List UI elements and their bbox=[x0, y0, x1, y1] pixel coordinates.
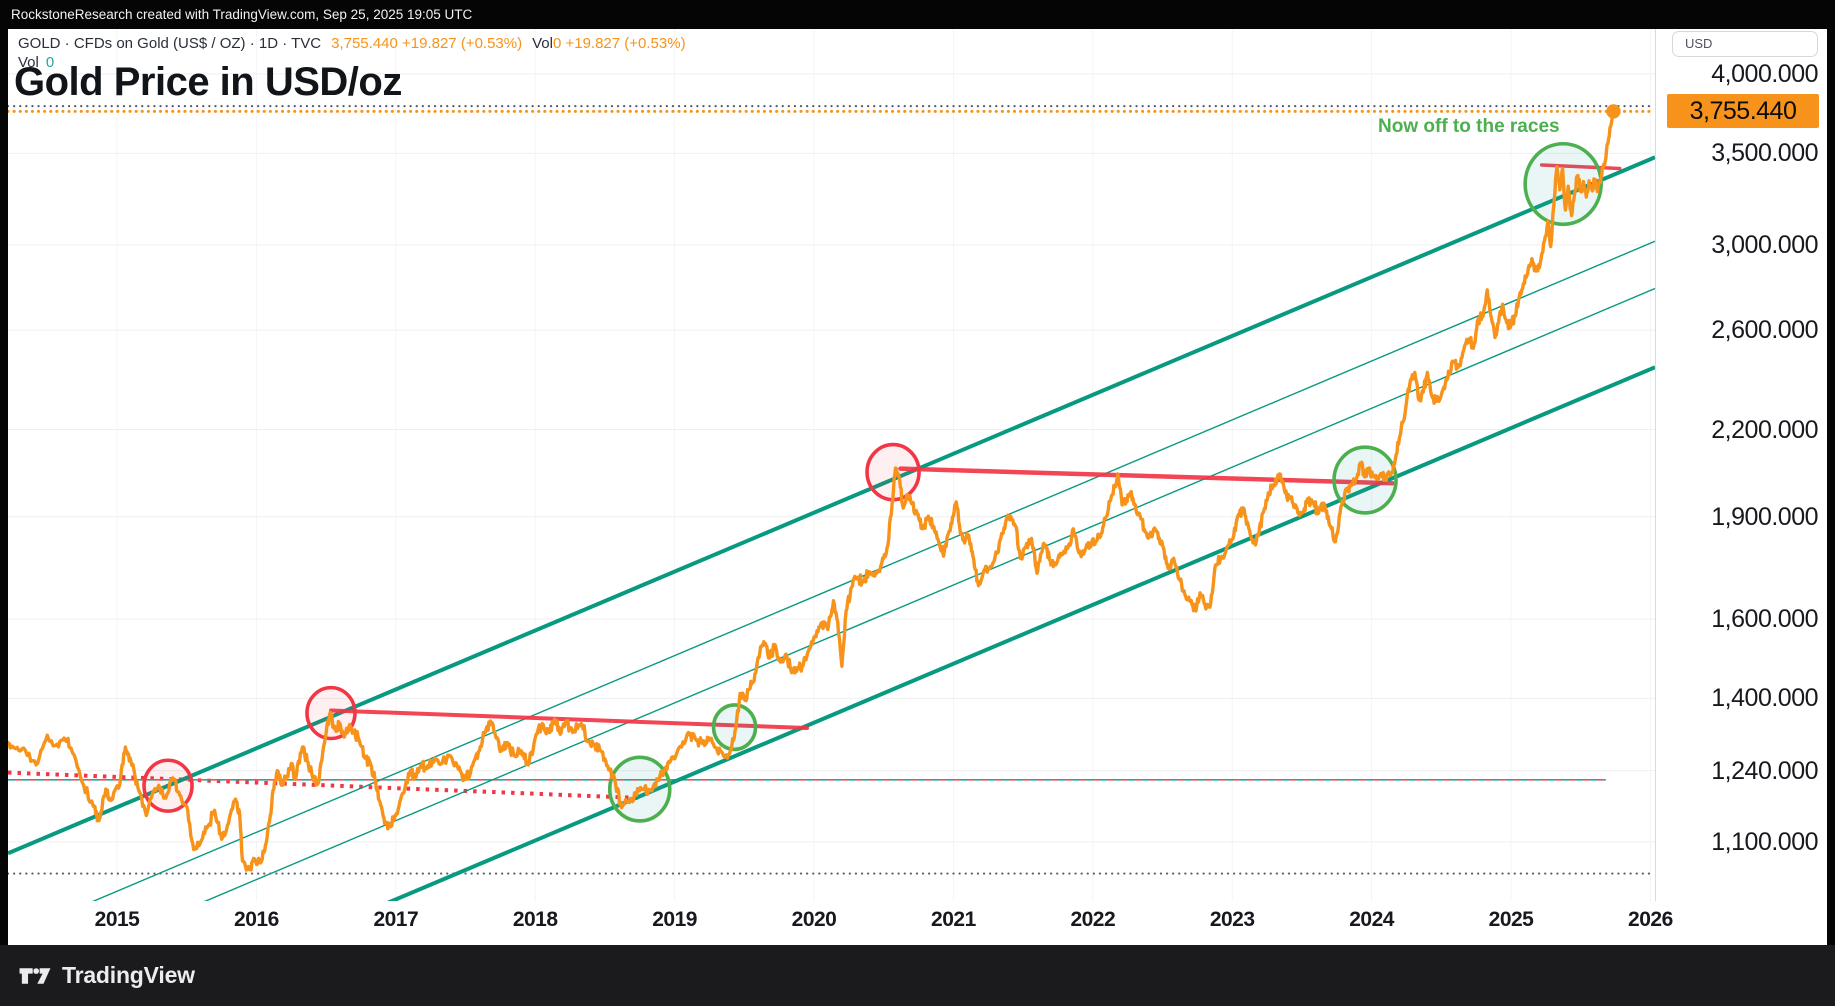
price-tick: 2,200.000 bbox=[1711, 415, 1818, 444]
page-title: Gold Price in USD/oz bbox=[14, 60, 402, 104]
year-label: 2015 bbox=[94, 908, 140, 931]
year-label: 2025 bbox=[1488, 908, 1534, 931]
attribution-text: RockstoneResearch created with TradingVi… bbox=[11, 7, 473, 22]
year-label: 2024 bbox=[1349, 908, 1394, 931]
price-tick: 2,600.000 bbox=[1711, 316, 1818, 345]
price-tick: 1,100.000 bbox=[1711, 827, 1818, 856]
price-scale[interactable]: USD 4,000.000 3,500.000 3,000.000 2,600.000… bbox=[1655, 29, 1827, 903]
volume-label: Vol bbox=[18, 54, 39, 71]
price-tick: 4,000.000 bbox=[1711, 59, 1818, 88]
price-tick: 3,000.000 bbox=[1711, 231, 1818, 260]
year-label: 2023 bbox=[1209, 908, 1255, 931]
price-tick: 1,600.000 bbox=[1711, 604, 1818, 633]
volume-value: 0 bbox=[45, 54, 55, 71]
last-price-change: 3,755.440 +19.827 (+0.53%) bbox=[331, 35, 523, 52]
currency-label: USD bbox=[1685, 36, 1713, 51]
year-label: 2018 bbox=[512, 908, 558, 931]
currency-chip[interactable]: USD bbox=[1672, 31, 1818, 57]
year-label: 2016 bbox=[234, 908, 279, 931]
year-label: 2017 bbox=[373, 908, 419, 931]
year-label: 2026 bbox=[1628, 908, 1673, 931]
tradingview-logo-icon[interactable] bbox=[18, 965, 52, 987]
last-price-badge: 3,755.440 bbox=[1667, 94, 1819, 128]
price-chart-canvas[interactable] bbox=[8, 29, 1827, 945]
year-label: 2021 bbox=[931, 908, 976, 931]
tradingview-wordmark[interactable]: TradingView bbox=[62, 962, 195, 988]
races-annotation: Now off to the races bbox=[1378, 116, 1560, 137]
volume-indicator-row[interactable]: Vol 0 bbox=[18, 54, 54, 71]
price-tick: 1,400.000 bbox=[1711, 684, 1818, 713]
price-tick: 1,240.000 bbox=[1711, 756, 1818, 785]
symbol-description: GOLD · CFDs on Gold (US$ / OZ) · 1D · TV… bbox=[18, 35, 322, 52]
time-axis[interactable]: 2015 2016 2017 2018 2019 2020 2021 2022 2023 2024… bbox=[8, 901, 1827, 945]
year-label: 2022 bbox=[1070, 908, 1116, 931]
vol-label: Vol bbox=[532, 35, 553, 52]
vol-change: 0 +19.827 (+0.53%) bbox=[552, 35, 686, 52]
year-label: 2019 bbox=[652, 908, 697, 931]
footer-bar: TradingView bbox=[0, 945, 1835, 1006]
year-label: 2020 bbox=[791, 908, 837, 931]
chart-panel: GOLD · CFDs on Gold (US$ / OZ) · 1D · TV… bbox=[8, 29, 1827, 945]
attribution-bar: RockstoneResearch created with TradingVi… bbox=[0, 0, 1835, 29]
price-tick: 3,500.000 bbox=[1711, 139, 1818, 168]
symbol-legend[interactable]: GOLD · CFDs on Gold (US$ / OZ) · 1D · TV… bbox=[18, 35, 686, 52]
price-tick: 1,900.000 bbox=[1711, 502, 1818, 531]
